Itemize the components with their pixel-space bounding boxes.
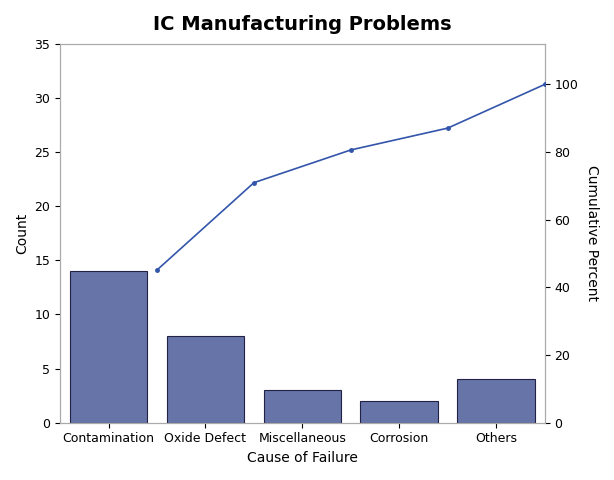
Bar <box>360 401 438 423</box>
Bar <box>167 336 244 423</box>
Y-axis label: Count: Count <box>15 213 29 254</box>
Bar <box>263 390 341 423</box>
Bar <box>457 379 535 423</box>
Title: IC Manufacturing Problems: IC Manufacturing Problems <box>153 15 452 34</box>
Bar <box>70 271 147 423</box>
Y-axis label: Cumulative Percent: Cumulative Percent <box>585 165 599 301</box>
X-axis label: Cause of Failure: Cause of Failure <box>247 451 358 465</box>
